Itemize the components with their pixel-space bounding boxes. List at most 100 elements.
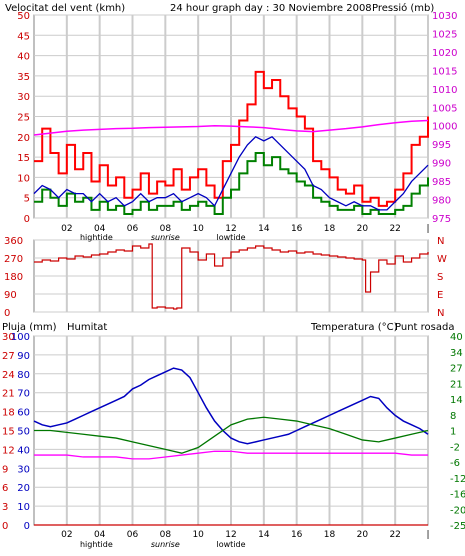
temperature-line xyxy=(34,416,429,454)
hour-tick-bottom-14: 14 xyxy=(258,530,270,540)
wind-avg-line xyxy=(34,152,429,215)
pressure-axis-label: Pressió (mb) xyxy=(372,2,434,14)
wind-tick-25: 25 xyxy=(17,113,30,124)
dir-tick-0: 0 xyxy=(4,308,10,319)
temp-tick-8: 8 xyxy=(450,411,456,422)
hour-tick-bottom-06: 06 xyxy=(127,530,139,540)
rain-tick-6: 6 xyxy=(2,483,8,494)
hour-tick-bottom-02: 02 xyxy=(61,530,72,540)
rain-tick-9: 9 xyxy=(2,464,8,475)
wind-tick-0: 0 xyxy=(24,214,30,225)
direction-line xyxy=(34,243,429,310)
rain-tick-15: 15 xyxy=(2,427,15,438)
pressure-tick-1020: 1020 xyxy=(432,48,457,59)
hour-tick-bottom-12: 12 xyxy=(225,530,236,540)
temp-tick-14: 14 xyxy=(450,395,463,406)
pressure-tick-990: 990 xyxy=(432,159,451,170)
hour-tick-bottom-16: 16 xyxy=(291,530,303,540)
axis-label-layer: 0202040406060808101012121414161618182020… xyxy=(2,11,465,549)
hour-tick-top-08: 08 xyxy=(160,224,172,234)
wind-avg-blue-line xyxy=(33,136,429,211)
dir-compass-3: E xyxy=(437,290,443,301)
humidity-tick-50: 50 xyxy=(17,427,30,438)
hour-tick-bottom-08: 08 xyxy=(160,530,172,540)
hour-tick-top-12: 12 xyxy=(225,224,236,234)
temp-tick--25: -25 xyxy=(450,521,465,532)
temp-tick--16: -16 xyxy=(450,490,465,501)
wind-tick-45: 45 xyxy=(17,31,30,42)
hour-tick-top-14: 14 xyxy=(258,224,270,234)
hour-tick-bottom-18: 18 xyxy=(324,530,336,540)
hour-tick-top-06: 06 xyxy=(127,224,139,234)
event-top-lowtide: lowtide xyxy=(216,233,245,242)
humidity-tick-80: 80 xyxy=(17,370,30,381)
rain-tick-21: 21 xyxy=(2,389,15,400)
pressure-tick-995: 995 xyxy=(432,140,451,151)
wind-tick-35: 35 xyxy=(17,72,30,83)
wind-tick-50: 50 xyxy=(17,11,30,22)
dir-tick-90: 90 xyxy=(4,290,17,301)
humidity-tick-60: 60 xyxy=(17,408,30,419)
event-bottom-hightide: hightide xyxy=(80,540,113,549)
hour-tick-bottom-04: 04 xyxy=(94,530,106,540)
rain-tick-3: 3 xyxy=(2,502,8,513)
dir-tick-360: 360 xyxy=(4,236,23,247)
humidity-tick-10: 10 xyxy=(17,502,30,513)
temperature-axis-label: Temperatura (°C) xyxy=(310,322,398,333)
temp-tick-40: 40 xyxy=(450,332,463,343)
event-bottom-lowtide: lowtide xyxy=(216,540,245,549)
humidity-tick-20: 20 xyxy=(17,483,30,494)
event-top-hightide: hightide xyxy=(80,233,113,242)
wind-tick-15: 15 xyxy=(17,153,30,164)
hour-tick-bottom-22: 22 xyxy=(389,530,400,540)
humidity-axis-label: Humitat xyxy=(67,322,107,333)
pressure-tick-1030: 1030 xyxy=(432,11,457,22)
dir-tick-180: 180 xyxy=(4,272,23,283)
wind-tick-40: 40 xyxy=(17,52,30,63)
wind-tick-10: 10 xyxy=(17,173,30,184)
hour-tick-top-04: 04 xyxy=(94,224,106,234)
dir-tick-270: 270 xyxy=(4,254,23,265)
series-layer xyxy=(33,70,429,526)
pressure-tick-980: 980 xyxy=(432,196,451,207)
hour-tick-top-16: 16 xyxy=(291,224,303,234)
humidity-tick-30: 30 xyxy=(17,464,30,475)
rain-tick-0: 0 xyxy=(2,521,8,532)
temp-tick-21: 21 xyxy=(450,379,463,390)
rain-tick-30: 30 xyxy=(2,332,15,343)
wind-tick-5: 5 xyxy=(24,194,30,205)
event-bottom-sunrise: sunrise xyxy=(151,540,180,549)
temp-tick--12: -12 xyxy=(450,474,465,485)
wind-tick-20: 20 xyxy=(17,133,30,144)
wind-gust-line xyxy=(34,70,429,207)
hour-tick-top-|: | xyxy=(426,224,429,234)
rain-axis-label: Pluja (mm) xyxy=(2,322,57,333)
pressure-tick-1025: 1025 xyxy=(432,29,457,40)
temp-tick-27: 27 xyxy=(450,364,463,375)
hour-tick-bottom-|: | xyxy=(426,530,429,540)
dir-compass-2: S xyxy=(437,272,443,283)
temp-tick-1: 1 xyxy=(450,427,456,438)
hour-tick-top-22: 22 xyxy=(389,224,400,234)
rain-tick-27: 27 xyxy=(2,351,15,362)
pressure-tick-1000: 1000 xyxy=(432,122,457,133)
dir-compass-0: N xyxy=(437,236,444,247)
hour-tick-top-02: 02 xyxy=(61,224,72,234)
temp-tick--2: -2 xyxy=(450,442,460,453)
hour-tick-bottom-20: 20 xyxy=(357,530,369,540)
humidity-tick-100: 100 xyxy=(11,332,30,343)
hour-tick-top-18: 18 xyxy=(324,224,336,234)
pressure-tick-975: 975 xyxy=(432,214,451,225)
humidity-tick-70: 70 xyxy=(17,389,30,400)
dewpoint-line xyxy=(34,450,428,460)
pressure-tick-1005: 1005 xyxy=(432,103,457,114)
dewpoint-axis-label: Punt rosada xyxy=(395,322,454,333)
hour-tick-top-20: 20 xyxy=(357,224,369,234)
graph-title: 24 hour graph day : 30 Noviembre 2008 xyxy=(170,3,372,14)
pressure-tick-985: 985 xyxy=(432,177,451,188)
humidity-line xyxy=(33,367,429,445)
temp-tick--20: -20 xyxy=(450,505,465,516)
pressure-line xyxy=(33,119,429,136)
